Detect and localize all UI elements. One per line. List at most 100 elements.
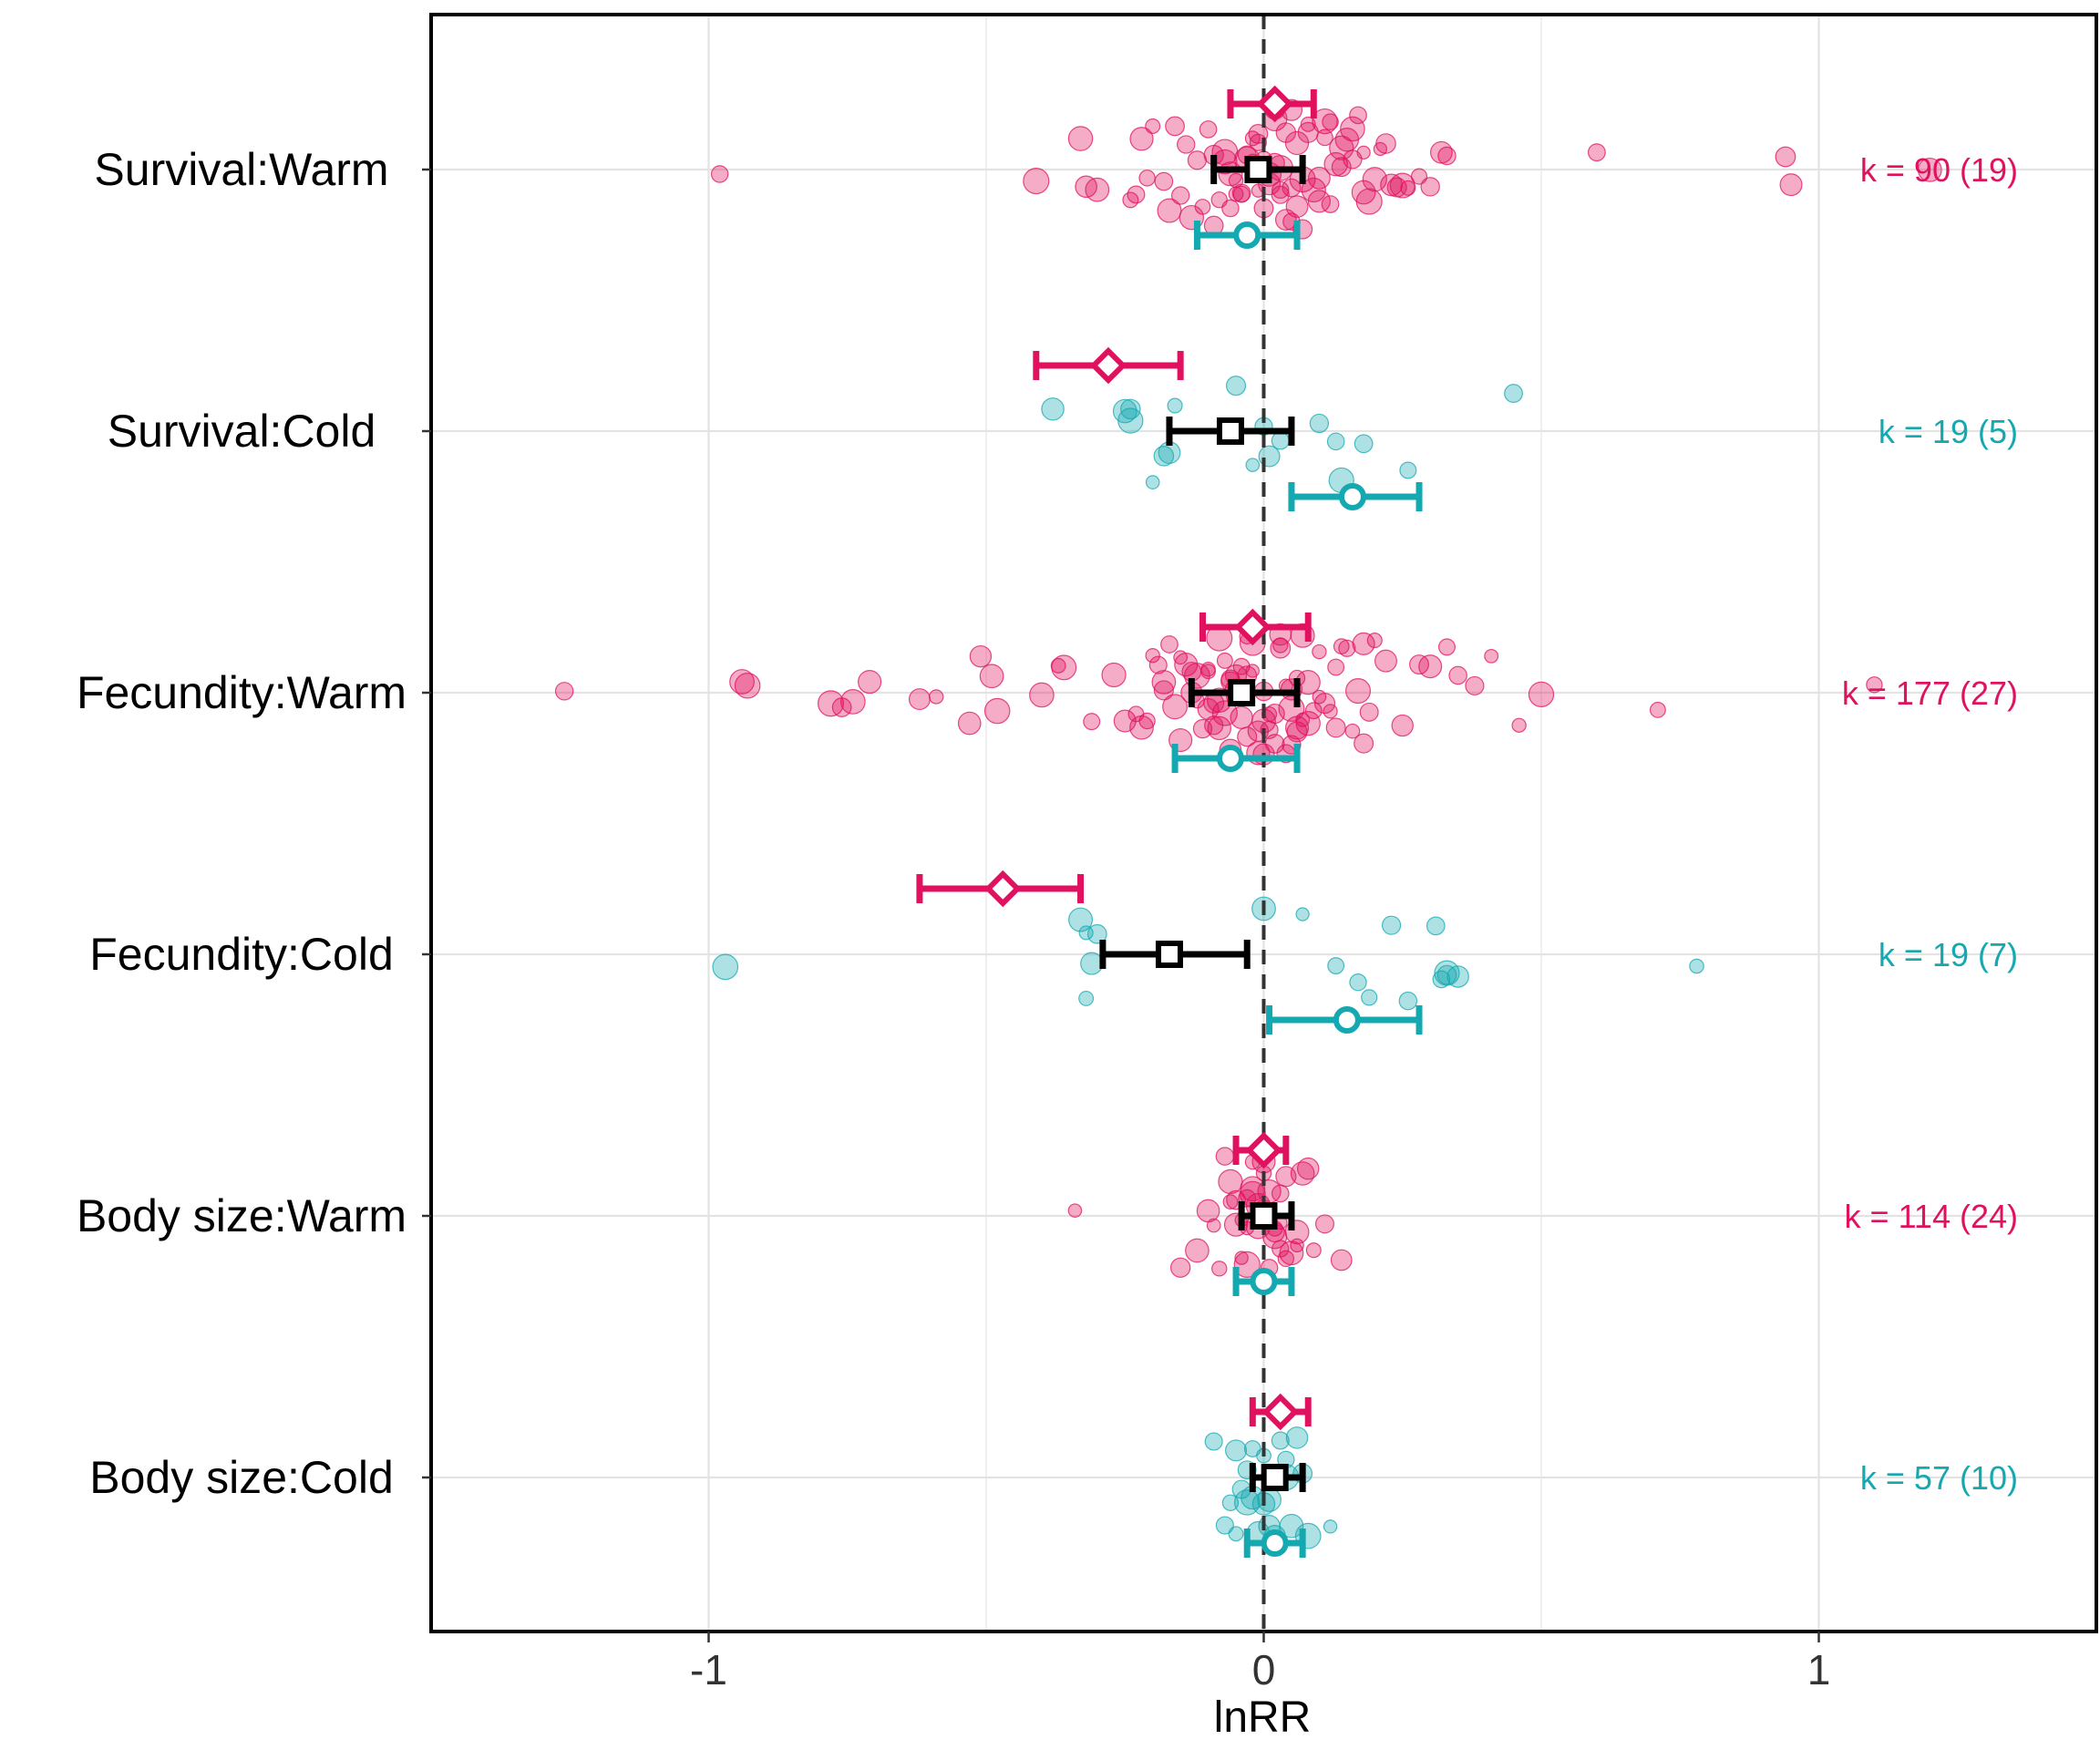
overall-mean-square (1261, 1464, 1289, 1491)
data-point (1374, 649, 1397, 673)
data-point (1779, 173, 1803, 197)
data-point (1312, 108, 1338, 135)
data-point (1316, 129, 1333, 147)
category-label: Body size:Warm (77, 1190, 407, 1241)
x-tick-label: 0 (1252, 1646, 1276, 1693)
x-tick-label: 1 (1807, 1646, 1831, 1693)
data-point (1305, 1242, 1322, 1259)
data-point (1067, 1203, 1083, 1218)
grid-layer (430, 15, 2097, 1632)
data-point (1511, 717, 1527, 733)
data-point (1120, 398, 1141, 420)
data-point (1151, 670, 1177, 695)
data-point (1349, 106, 1367, 125)
overall-estimate (1238, 1201, 1295, 1230)
data-point (1775, 146, 1796, 168)
data-point (1356, 145, 1371, 160)
data-point (1221, 1494, 1240, 1511)
data-point (1271, 1431, 1290, 1450)
labels-layer: Survival:Warm k = 90 (19) Survival:Cold k =… (77, 144, 2018, 1693)
category-label: Survival:Warm (94, 144, 388, 195)
data-point (1338, 639, 1356, 657)
data-point (1221, 199, 1240, 218)
data-point (1448, 665, 1467, 685)
cold-estimate (1288, 482, 1423, 511)
category-label: Fecundity:Warm (77, 667, 407, 718)
data-point (1345, 678, 1372, 705)
data-point (1344, 723, 1361, 739)
k-count-label: k = 19 (7) (1879, 936, 2018, 973)
data-points-layer (554, 98, 1942, 1549)
data-point (1050, 657, 1066, 674)
warm-estimate (916, 870, 1085, 908)
data-point (1218, 1168, 1243, 1195)
data-point (1465, 675, 1485, 696)
cold-mean-circle (1333, 1006, 1361, 1034)
data-point (1284, 130, 1310, 156)
data-point (928, 689, 944, 705)
cold-estimate (1243, 1529, 1306, 1558)
data-point (734, 672, 761, 699)
data-point (1432, 970, 1451, 989)
data-point (1528, 681, 1555, 708)
data-point (1373, 141, 1388, 157)
warm-mean-diamond (1245, 1131, 1282, 1169)
data-point (1274, 209, 1297, 231)
data-point (969, 644, 993, 668)
data-point (710, 165, 729, 183)
warm-mean-diamond (984, 870, 1022, 908)
data-point (1225, 376, 1247, 396)
data-point (1211, 1261, 1228, 1277)
data-point (1327, 658, 1345, 676)
data-point (1437, 146, 1457, 166)
data-point (1170, 186, 1190, 205)
warm-mean-diamond (1256, 85, 1293, 123)
data-point (1169, 1257, 1191, 1278)
warm-mean-diamond (1234, 608, 1271, 646)
k-count-label: k = 114 (24) (1845, 1198, 2018, 1235)
data-point (1285, 1426, 1309, 1449)
data-point (1312, 643, 1327, 660)
cold-estimate (1232, 1267, 1295, 1296)
data-point (1418, 654, 1443, 679)
data-point (1083, 713, 1101, 731)
data-point (1301, 177, 1326, 203)
data-point (1587, 143, 1606, 162)
data-point (1264, 734, 1285, 754)
estimates-layer (916, 85, 1423, 1558)
data-point (1420, 177, 1440, 197)
data-point (1270, 637, 1292, 659)
data-point (1148, 655, 1168, 674)
data-point (1866, 676, 1883, 694)
data-point (1206, 1218, 1221, 1233)
data-point (1349, 973, 1367, 992)
data-point (839, 689, 866, 715)
data-point (1085, 177, 1110, 202)
data-point (1285, 195, 1309, 219)
data-point (1204, 1432, 1223, 1451)
data-point (1117, 407, 1144, 434)
data-point (979, 664, 1004, 689)
cold-mean-circle (1261, 1529, 1289, 1557)
overall-estimate (1188, 678, 1301, 707)
k-count-label: k = 19 (5) (1879, 413, 2018, 450)
data-point (858, 669, 882, 695)
category-label: Body size:Cold (89, 1452, 394, 1503)
data-point (1314, 1214, 1334, 1234)
data-point (1173, 650, 1189, 665)
k-count-label: k = 90 (19) (1860, 151, 2018, 189)
data-point (1199, 120, 1218, 139)
overall-estimate (1166, 417, 1295, 446)
data-point (1233, 1251, 1261, 1278)
data-point (554, 682, 574, 701)
data-point (1326, 432, 1345, 451)
data-point (1216, 652, 1233, 669)
data-point (1240, 1176, 1266, 1202)
overall-mean-square (1250, 1202, 1278, 1230)
data-point (1354, 733, 1374, 754)
data-point (1323, 151, 1348, 177)
data-point (1051, 654, 1077, 681)
warm-mean-diamond (1261, 1393, 1300, 1431)
data-point (1300, 116, 1316, 132)
data-point (1304, 702, 1323, 720)
